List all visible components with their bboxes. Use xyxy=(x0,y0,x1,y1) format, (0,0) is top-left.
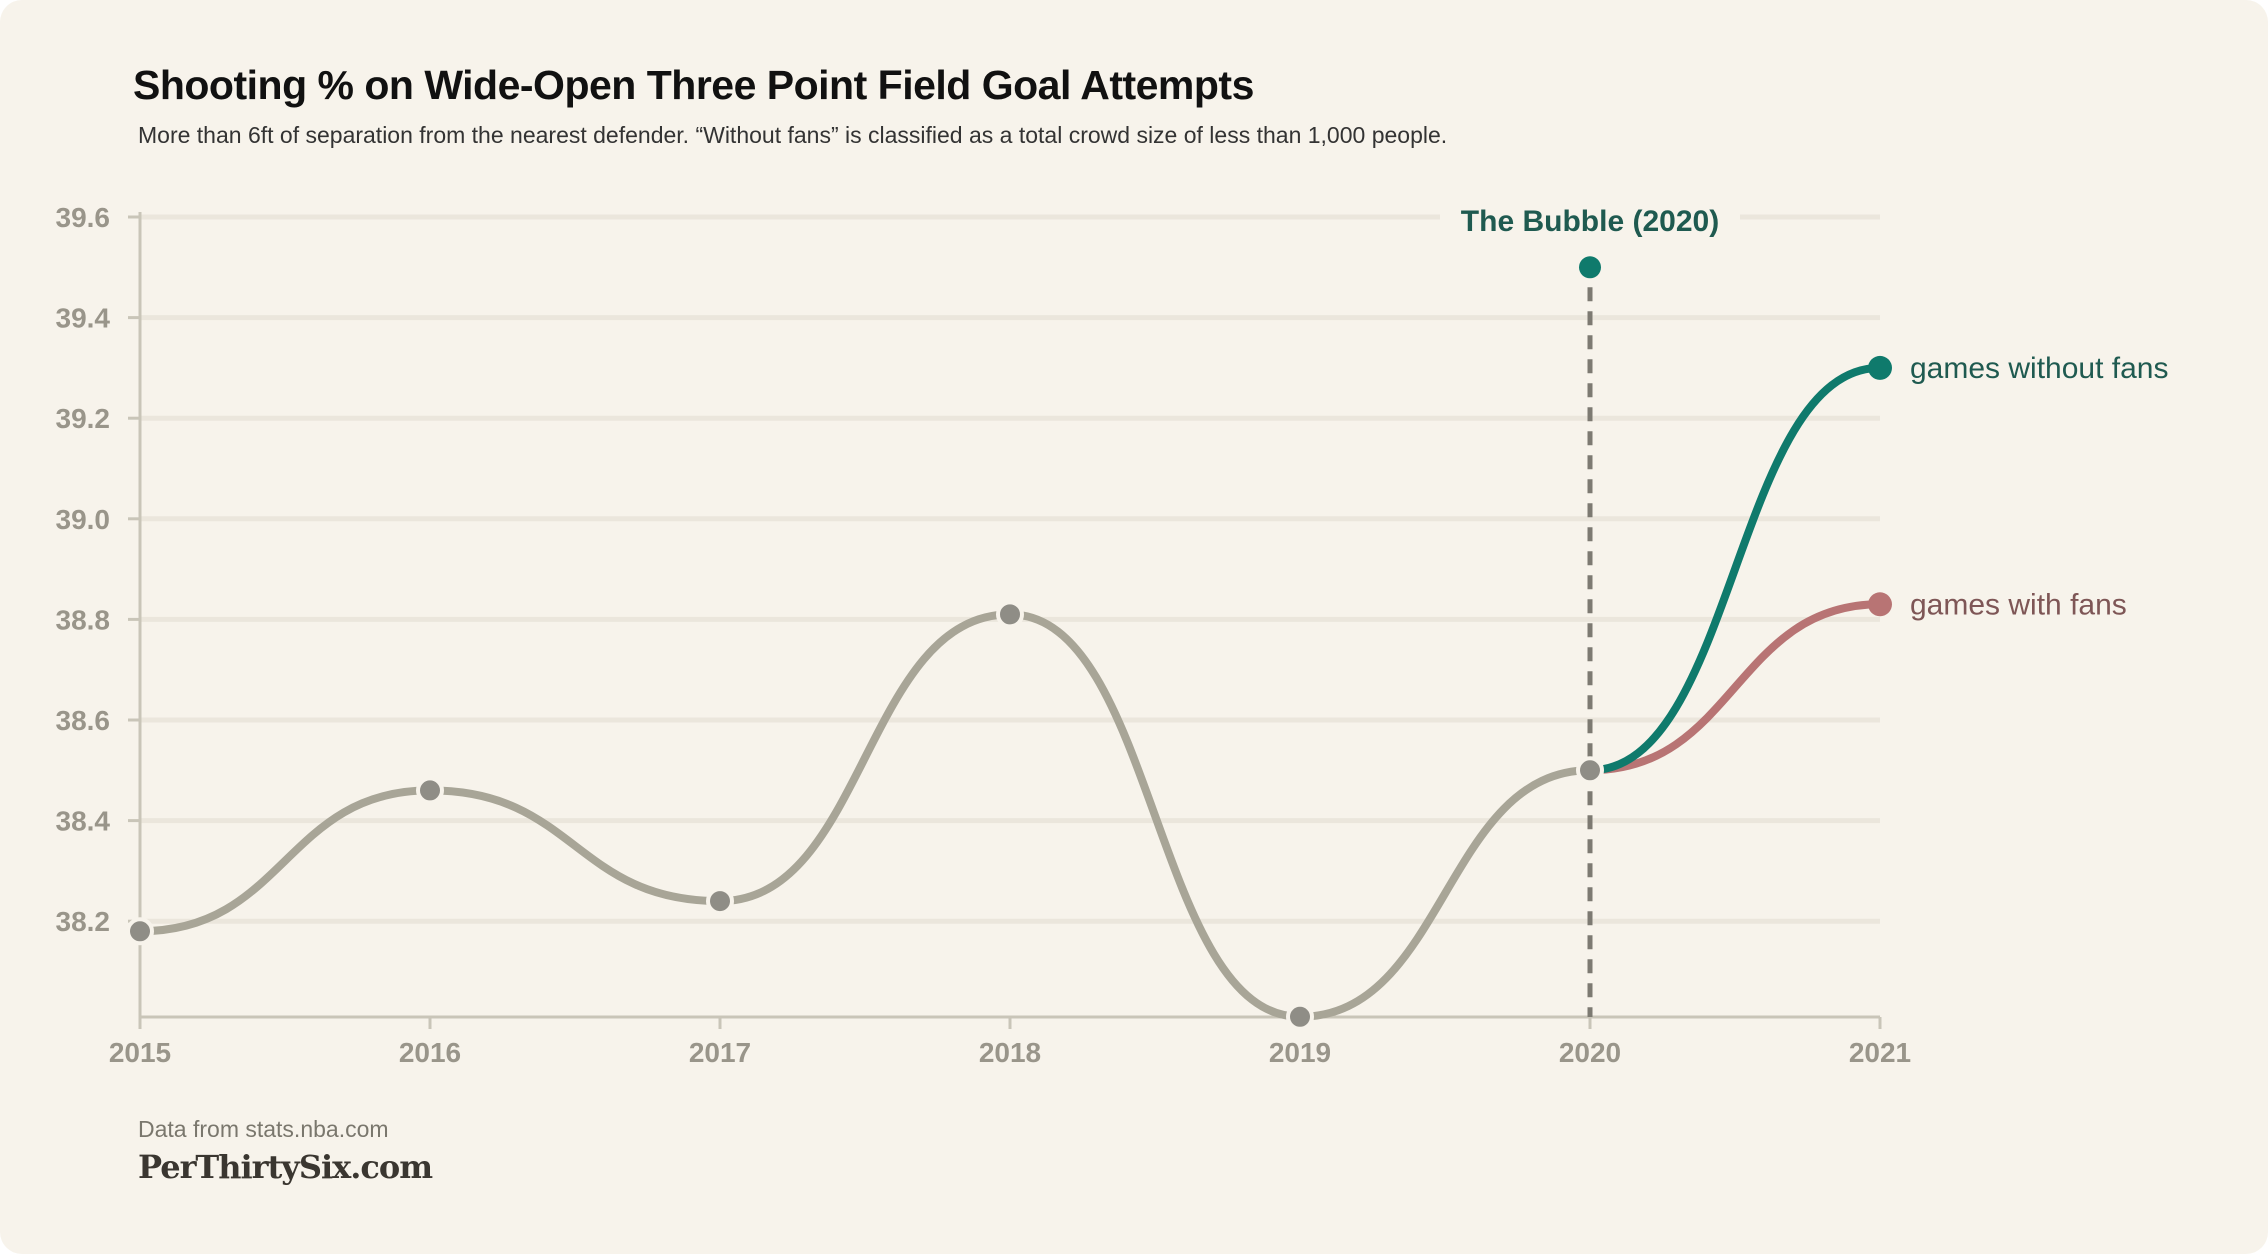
series-label: games without fans xyxy=(1910,352,2168,385)
x-tick-label: 2016 xyxy=(399,1037,461,1068)
series-label: games with fans xyxy=(1910,588,2127,621)
y-tick-label: 39.0 xyxy=(56,504,111,535)
bubble-annotation-label: The Bubble (2020) xyxy=(1461,205,1719,238)
data-source: Data from stats.nba.com xyxy=(138,1116,389,1142)
series-line-without-fans xyxy=(1586,363,1884,775)
x-tick-label: 2019 xyxy=(1269,1037,1331,1068)
x-tick-label: 2020 xyxy=(1559,1037,1621,1068)
data-point xyxy=(1286,1002,1314,1031)
chart-title: Shooting % on Wide-Open Three Point Fiel… xyxy=(133,62,1254,108)
x-tick-label: 2021 xyxy=(1849,1037,1911,1068)
annotation-background xyxy=(1440,195,1740,245)
x-tick-label: 2015 xyxy=(109,1037,171,1068)
data-point xyxy=(1576,756,1604,785)
brand-logo: PerThirtySix.com xyxy=(138,1148,433,1186)
data-point xyxy=(416,776,444,805)
x-tick-label: 2018 xyxy=(979,1037,1041,1068)
data-point xyxy=(1868,355,1892,380)
y-tick-label: 39.6 xyxy=(56,202,111,233)
y-tick-label: 39.2 xyxy=(56,403,111,434)
series-line-with-fans xyxy=(1586,600,1884,775)
x-tick-label: 2017 xyxy=(689,1037,751,1068)
data-point xyxy=(1868,592,1892,617)
y-tick-label: 38.4 xyxy=(56,806,111,837)
y-tick-label: 38.8 xyxy=(56,604,111,635)
data-point xyxy=(126,917,154,946)
bubble-point xyxy=(1579,256,1601,279)
y-tick-label: 39.4 xyxy=(56,303,111,334)
data-point xyxy=(996,600,1024,629)
y-tick-label: 38.6 xyxy=(56,705,111,736)
series-line-historical xyxy=(136,610,1594,1021)
chart-subtitle: More than 6ft of separation from the nea… xyxy=(138,122,1448,148)
data-point xyxy=(706,887,734,916)
y-tick-label: 38.2 xyxy=(56,906,111,937)
